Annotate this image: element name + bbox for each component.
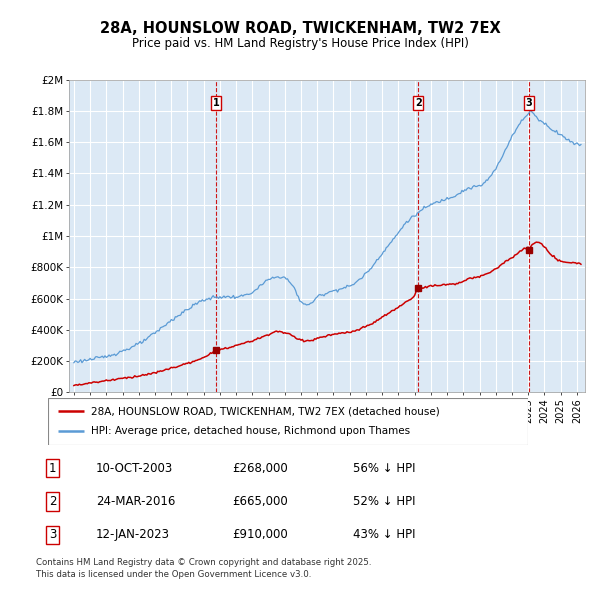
Text: 43% ↓ HPI: 43% ↓ HPI: [353, 528, 415, 541]
Text: 10-OCT-2003: 10-OCT-2003: [96, 462, 173, 475]
Text: 1: 1: [213, 98, 220, 108]
Text: 2: 2: [49, 495, 56, 508]
Text: Contains HM Land Registry data © Crown copyright and database right 2025.
This d: Contains HM Land Registry data © Crown c…: [36, 558, 371, 579]
Text: £268,000: £268,000: [233, 462, 289, 475]
Text: Price paid vs. HM Land Registry's House Price Index (HPI): Price paid vs. HM Land Registry's House …: [131, 37, 469, 50]
Text: £665,000: £665,000: [233, 495, 289, 508]
Text: 28A, HOUNSLOW ROAD, TWICKENHAM, TW2 7EX: 28A, HOUNSLOW ROAD, TWICKENHAM, TW2 7EX: [100, 21, 500, 35]
Text: 28A, HOUNSLOW ROAD, TWICKENHAM, TW2 7EX (detached house): 28A, HOUNSLOW ROAD, TWICKENHAM, TW2 7EX …: [91, 407, 440, 417]
Text: 3: 3: [49, 528, 56, 541]
Text: 1: 1: [49, 462, 56, 475]
Text: HPI: Average price, detached house, Richmond upon Thames: HPI: Average price, detached house, Rich…: [91, 427, 410, 436]
Text: 2: 2: [415, 98, 422, 108]
Text: £910,000: £910,000: [233, 528, 289, 541]
FancyBboxPatch shape: [48, 398, 528, 445]
Text: 52% ↓ HPI: 52% ↓ HPI: [353, 495, 415, 508]
Text: 56% ↓ HPI: 56% ↓ HPI: [353, 462, 415, 475]
Text: 3: 3: [526, 98, 532, 108]
Text: 24-MAR-2016: 24-MAR-2016: [96, 495, 175, 508]
Text: 12-JAN-2023: 12-JAN-2023: [96, 528, 170, 541]
